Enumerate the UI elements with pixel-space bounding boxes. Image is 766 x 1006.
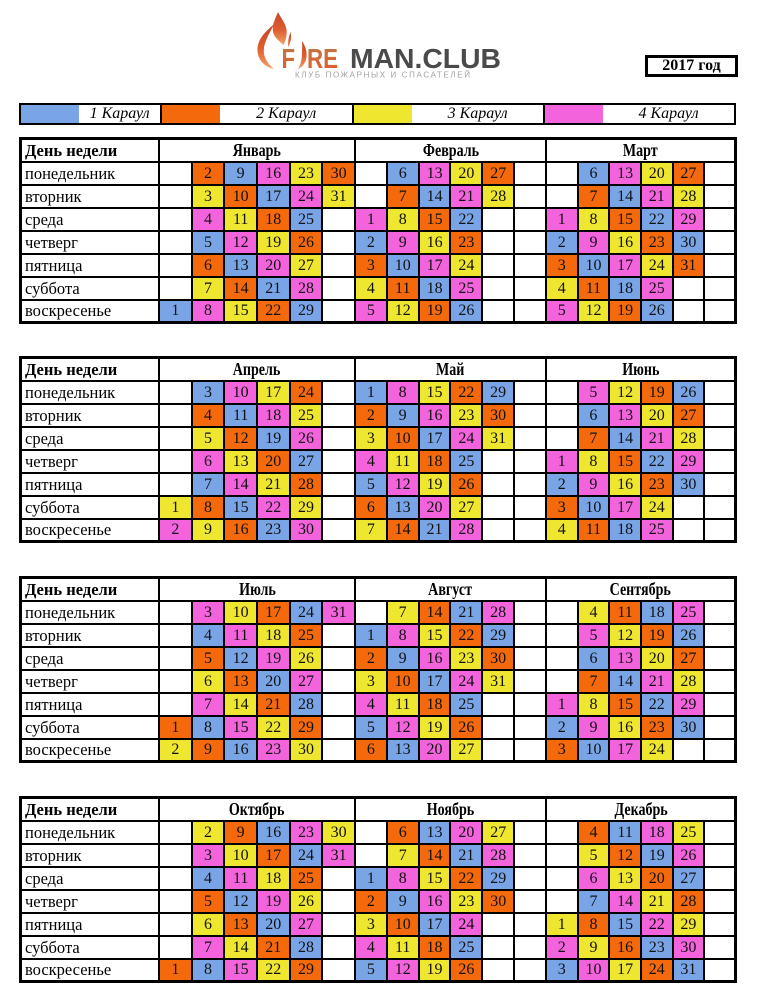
svg-text:RE: RE — [307, 43, 338, 74]
svg-text:MAN.CLUB: MAN.CLUB — [350, 43, 501, 74]
svg-text:F: F — [282, 43, 296, 74]
svg-text:КЛУБ ПОЖАРНЫХ И СПАСАТЕЛЕЙ: КЛУБ ПОЖАРНЫХ И СПАСАТЕЛЕЙ — [295, 70, 470, 79]
